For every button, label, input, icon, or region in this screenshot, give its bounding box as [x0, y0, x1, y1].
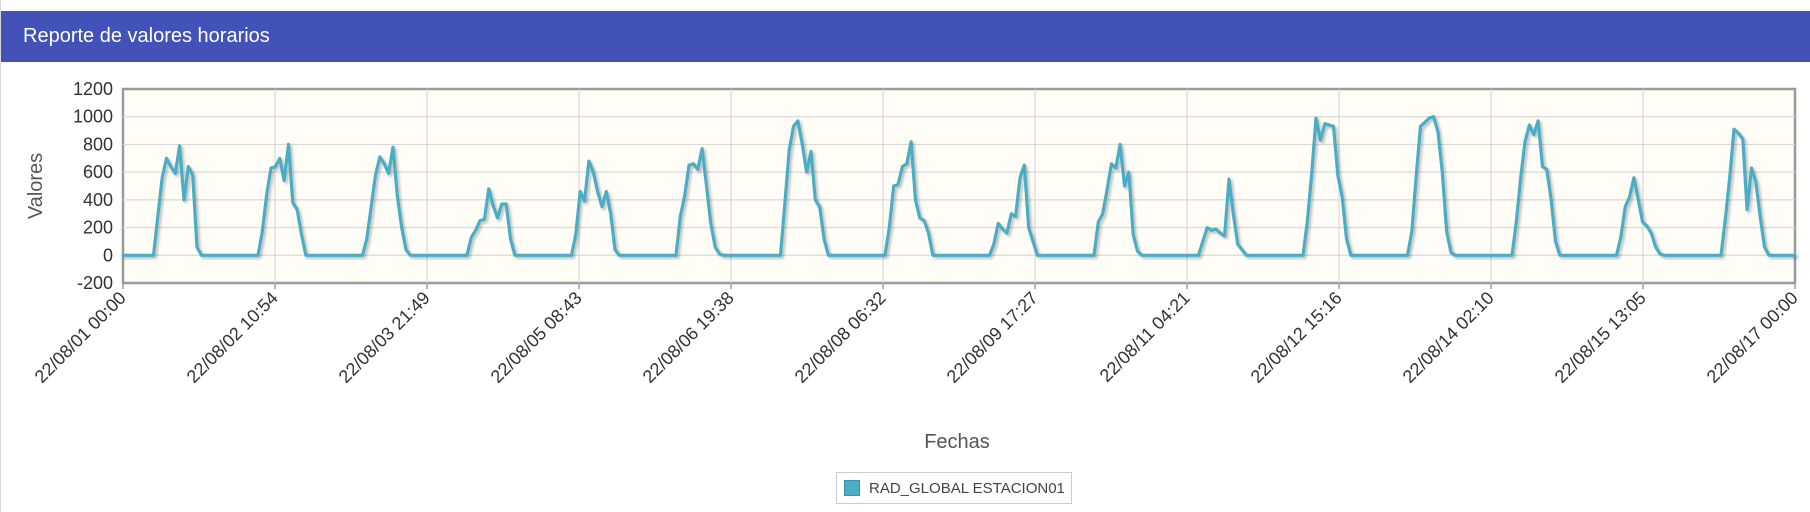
y-tick-label: 1000: [73, 107, 113, 127]
x-tick-label: 22/08/15 13:05: [1551, 288, 1650, 387]
x-tick-label: 22/08/17 00:00: [1703, 288, 1802, 387]
top-strip: [1, 0, 1810, 11]
line-chart: -200 0 200 400 600 800 1000 1200 22/08/01 00:00…: [25, 79, 1802, 453]
y-tick-label: 1200: [73, 79, 113, 99]
x-tick-label: 22/08/05 08:43: [487, 288, 586, 387]
legend: RAD_GLOBAL ESTACION01: [836, 472, 1072, 504]
panel-title: Reporte de valores horarios: [23, 25, 270, 47]
x-tick-label: 22/08/01 00:00: [31, 288, 130, 387]
x-tick-label: 22/08/11 04:21: [1096, 288, 1194, 386]
y-tick-label: -200: [77, 273, 113, 293]
y-tick-label: 200: [83, 218, 113, 238]
y-tick-label: 800: [83, 134, 113, 154]
x-tick-label: 22/08/02 10:54: [183, 288, 282, 387]
series-line-rad-global: [121, 115, 1797, 257]
y-tick-label: 600: [83, 162, 113, 182]
x-tick-label: 22/08/09 17:27: [943, 288, 1042, 387]
x-tick-label: 22/08/14 02:10: [1399, 288, 1498, 387]
legend-swatch: [844, 480, 860, 496]
x-tick-label: 22/08/12 15:16: [1247, 288, 1346, 387]
x-axis-ticks: 22/08/01 00:00 22/08/02 10:54 22/08/03 21:…: [31, 283, 1802, 387]
x-tick-label: 22/08/08 06:32: [791, 288, 890, 387]
y-axis-ticks: -200 0 200 400 600 800 1000 1200: [73, 79, 113, 293]
y-axis-label: Valores: [25, 153, 47, 219]
y-tick-label: 400: [83, 190, 113, 210]
y-tick-label: 0: [103, 245, 113, 265]
x-tick-label: 22/08/06 19:38: [639, 288, 738, 387]
panel-header: Reporte de valores horarios: [1, 11, 1810, 62]
x-tick-label: 22/08/03 21:49: [335, 288, 434, 387]
series-layer: [121, 115, 1797, 257]
x-axis-label: Fechas: [924, 431, 990, 453]
legend-label: RAD_GLOBAL ESTACION01: [869, 479, 1065, 497]
plot-area: [121, 87, 1797, 285]
